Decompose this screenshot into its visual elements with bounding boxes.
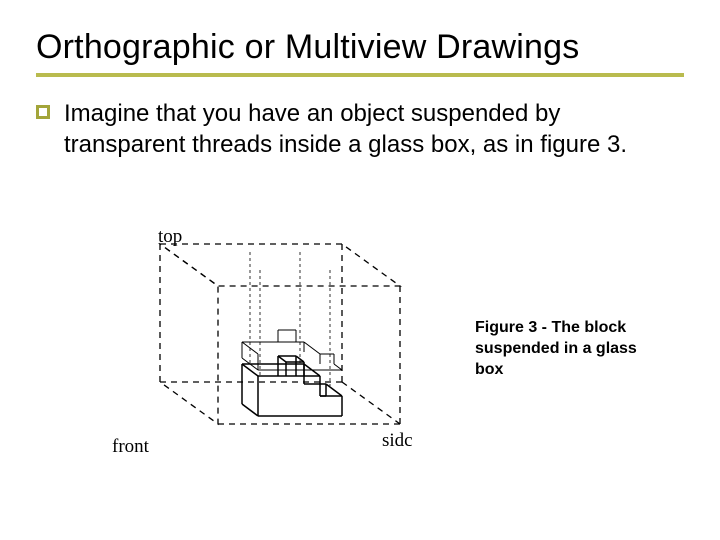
figure-caption: Figure 3 - The block suspended in a glas…: [475, 318, 650, 380]
body-row: Imagine that you have an object suspende…: [36, 99, 684, 160]
bullet-icon: [36, 105, 50, 119]
body-paragraph: Imagine that you have an object suspende…: [64, 99, 684, 160]
figure-area: top front sidc Figure 3 - The block susp…: [90, 230, 650, 510]
slide-title: Orthographic or Multiview Drawings: [36, 28, 684, 77]
figure-label-front: front: [112, 436, 149, 458]
figure-label-top: top: [158, 226, 182, 248]
figure-label-side: sidc: [382, 430, 413, 452]
